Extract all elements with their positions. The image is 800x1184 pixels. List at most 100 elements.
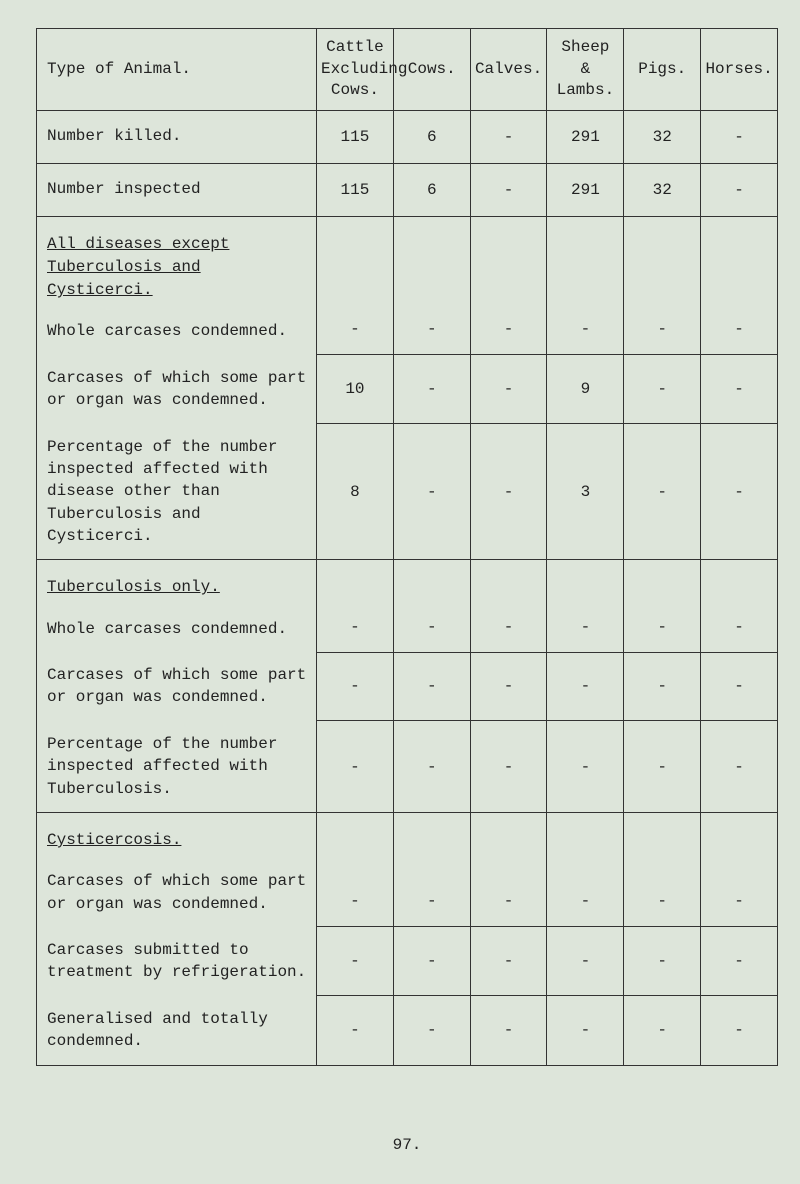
cell: - (470, 927, 547, 996)
cell: 6 (393, 163, 470, 216)
cell: - (624, 424, 701, 560)
section-row: Carcases of which some part or organ was… (37, 355, 778, 424)
row-label: Percentage of the number inspected affec… (37, 721, 316, 812)
cell: - (393, 355, 470, 424)
section-row: Tuberculosis only. Whole carcases condem… (37, 560, 778, 652)
cell: 115 (317, 110, 394, 163)
cell: - (547, 216, 624, 354)
cell: - (701, 216, 778, 354)
cell: - (701, 813, 778, 927)
cell: - (317, 927, 394, 996)
cell: - (624, 652, 701, 721)
row-label: Number inspected (37, 164, 316, 214)
cell: - (393, 996, 470, 1065)
cell: - (701, 560, 778, 652)
section-title-line: Tuberculosis and Cysticerci. (47, 258, 201, 299)
page-number: 97. (36, 1136, 778, 1154)
cell: - (701, 721, 778, 813)
header-col: Calves. (470, 29, 547, 111)
section-row: Carcases submitted to treatment by refri… (37, 927, 778, 996)
section-title-line: Tuberculosis only. (47, 578, 220, 596)
header-col: Cattle Excluding Cows. (317, 29, 394, 111)
cell: 291 (547, 110, 624, 163)
row-label: Carcases of which some part or organ was… (37, 355, 316, 424)
row-label: Carcases submitted to treatment by refri… (37, 927, 316, 996)
cell: - (701, 110, 778, 163)
section-row: Carcases of which some part or organ was… (37, 652, 778, 721)
cell: 291 (547, 163, 624, 216)
cell: - (393, 927, 470, 996)
cell: - (547, 560, 624, 652)
cell: - (547, 996, 624, 1065)
cell: - (701, 996, 778, 1065)
section-row: Percentage of the number inspected affec… (37, 424, 778, 560)
cell: - (547, 652, 624, 721)
cell: - (470, 721, 547, 813)
animal-table: Type of Animal. Cattle Excluding Cows. C… (36, 28, 778, 1066)
cell: - (624, 721, 701, 813)
cell: - (547, 927, 624, 996)
cell: 6 (393, 110, 470, 163)
cell: - (624, 560, 701, 652)
cell: - (624, 927, 701, 996)
cell: - (317, 996, 394, 1065)
header-col: Horses. (701, 29, 778, 111)
cell: - (470, 163, 547, 216)
cell: - (393, 652, 470, 721)
cell: 9 (547, 355, 624, 424)
cell: - (317, 721, 394, 813)
header-col-text: Sheep & Lambs. (557, 38, 615, 99)
cell: - (393, 560, 470, 652)
cell: - (470, 424, 547, 560)
cell: - (317, 560, 394, 652)
table-row: Number inspected 115 6 - 291 32 - (37, 163, 778, 216)
section-title: All diseases except Tuberculosis and Cys… (37, 217, 316, 309)
header-col-text: Cows. (408, 60, 456, 78)
section-row: Generalised and totally condemned. - - -… (37, 996, 778, 1065)
section-title-line: All diseases except (47, 235, 229, 253)
section-title: Cysticercosis. (37, 813, 316, 858)
header-col: Pigs. (624, 29, 701, 111)
header-col: Sheep & Lambs. (547, 29, 624, 111)
cell: - (701, 355, 778, 424)
table-row: Number killed. 115 6 - 291 32 - (37, 110, 778, 163)
cell: - (624, 996, 701, 1065)
cell: - (701, 652, 778, 721)
cell: - (624, 216, 701, 354)
cell: - (701, 163, 778, 216)
cell: - (701, 424, 778, 560)
cell: - (470, 560, 547, 652)
cell: - (470, 652, 547, 721)
header-col-text: Horses. (705, 60, 772, 78)
cell: - (393, 813, 470, 927)
cell: - (470, 996, 547, 1065)
header-col-text: Calves. (475, 60, 542, 78)
cell: - (317, 813, 394, 927)
cell: 115 (317, 163, 394, 216)
row-label: Whole carcases condemned. (37, 606, 316, 652)
row-label: Carcases of which some part or organ was… (37, 652, 316, 721)
cell: - (470, 813, 547, 927)
row-label: Number killed. (37, 111, 316, 161)
cell: - (393, 424, 470, 560)
cell: - (470, 216, 547, 354)
header-col-text: Pigs. (638, 60, 686, 78)
cell: - (470, 355, 547, 424)
section-title-line: Cysticercosis. (47, 831, 181, 849)
row-label: Whole carcases condemned. (37, 308, 316, 354)
cell: 32 (624, 163, 701, 216)
section-title: Tuberculosis only. (37, 560, 316, 605)
cell: - (393, 216, 470, 354)
cell: 10 (317, 355, 394, 424)
cell: - (547, 721, 624, 813)
header-label: Type of Animal. (37, 29, 317, 111)
cell: - (393, 721, 470, 813)
cell: - (624, 813, 701, 927)
cell: - (317, 652, 394, 721)
cell: 8 (317, 424, 394, 560)
section-row: Cysticercosis. Carcases of which some pa… (37, 813, 778, 927)
cell: 32 (624, 110, 701, 163)
cell: - (547, 813, 624, 927)
cell: - (624, 355, 701, 424)
page: Type of Animal. Cattle Excluding Cows. C… (0, 0, 800, 1184)
